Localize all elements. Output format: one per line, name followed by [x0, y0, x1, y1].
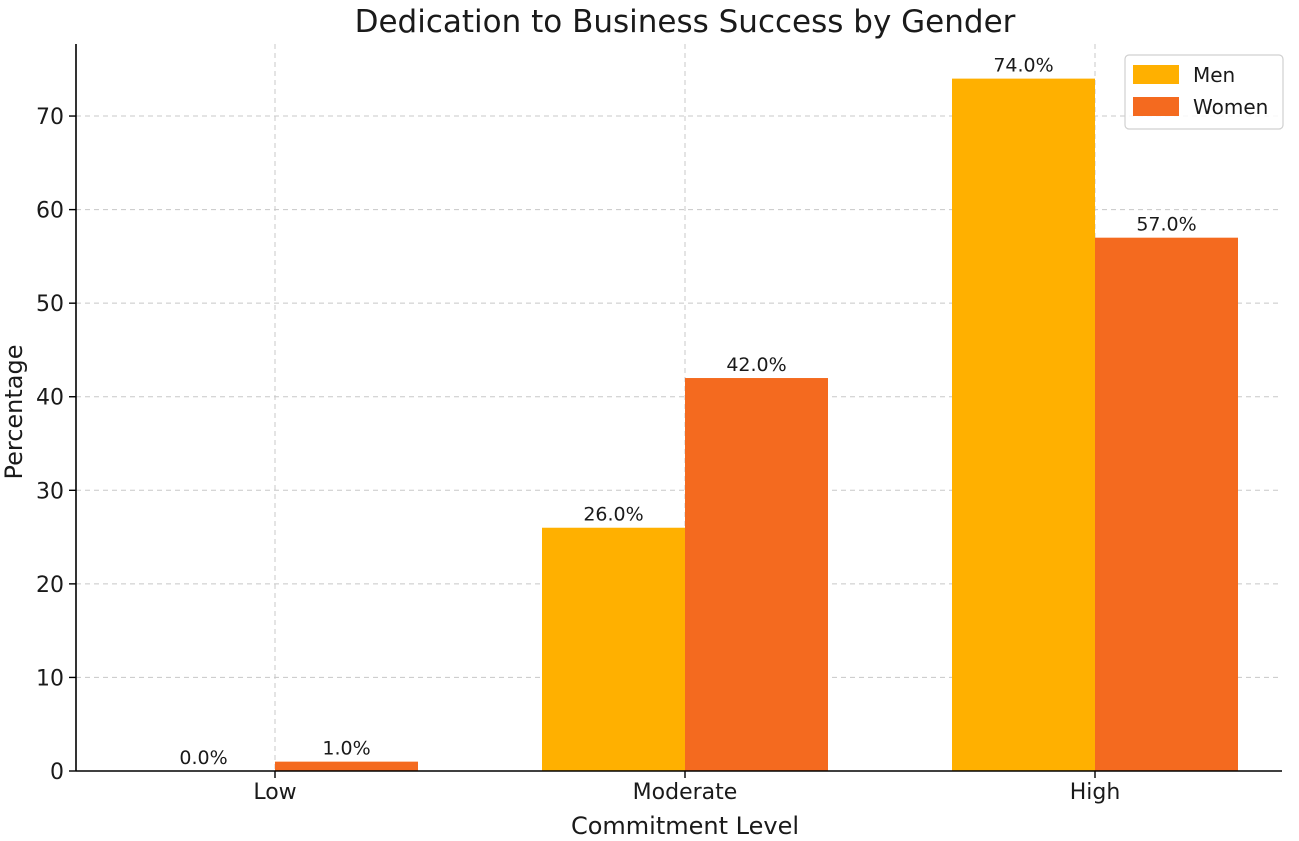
legend-swatch-men: [1133, 65, 1179, 84]
y-tick-label: 40: [36, 386, 64, 411]
axes: [69, 44, 1282, 778]
bar-women-high: [1095, 237, 1238, 771]
y-tick-label: 0: [50, 760, 64, 785]
y-tick-label: 30: [36, 479, 64, 504]
data-label-men-low: 0.0%: [179, 747, 227, 769]
legend-swatch-women: [1133, 97, 1179, 116]
x-tick-label-high: High: [1070, 780, 1121, 805]
legend: Men Women: [1124, 54, 1284, 130]
bar-men-moderate: [542, 527, 685, 771]
data-label-women-low: 1.0%: [322, 738, 370, 760]
data-label-men-high: 74.0%: [993, 55, 1053, 77]
y-tick-label: 50: [36, 292, 64, 317]
bars: [275, 78, 1238, 772]
data-label-women-moderate: 42.0%: [726, 354, 786, 376]
x-tick-label-moderate: Moderate: [633, 780, 738, 805]
y-tick-label: 10: [36, 666, 64, 691]
bar-women-moderate: [685, 378, 828, 771]
bar-women-low: [275, 761, 418, 771]
tick-labels: 0 10 20 30 40 50 60 70 Low Moderate High: [36, 105, 1120, 805]
data-label-men-moderate: 26.0%: [583, 504, 643, 526]
x-tick-label-low: Low: [253, 780, 296, 805]
y-axis-label: Percentage: [0, 344, 28, 479]
data-label-women-high: 57.0%: [1136, 214, 1196, 236]
y-tick-label: 70: [36, 105, 64, 130]
y-tick-label: 20: [36, 573, 64, 598]
legend-label-women: Women: [1193, 95, 1268, 119]
data-labels: 0.0% 26.0% 74.0% 1.0% 42.0% 57.0%: [179, 55, 1196, 769]
chart-title: Dedication to Business Success by Gender: [355, 4, 1016, 40]
x-axis-label: Commitment Level: [571, 812, 799, 840]
legend-label-men: Men: [1193, 63, 1235, 87]
y-tick-label: 60: [36, 199, 64, 224]
bar-men-high: [952, 78, 1095, 772]
